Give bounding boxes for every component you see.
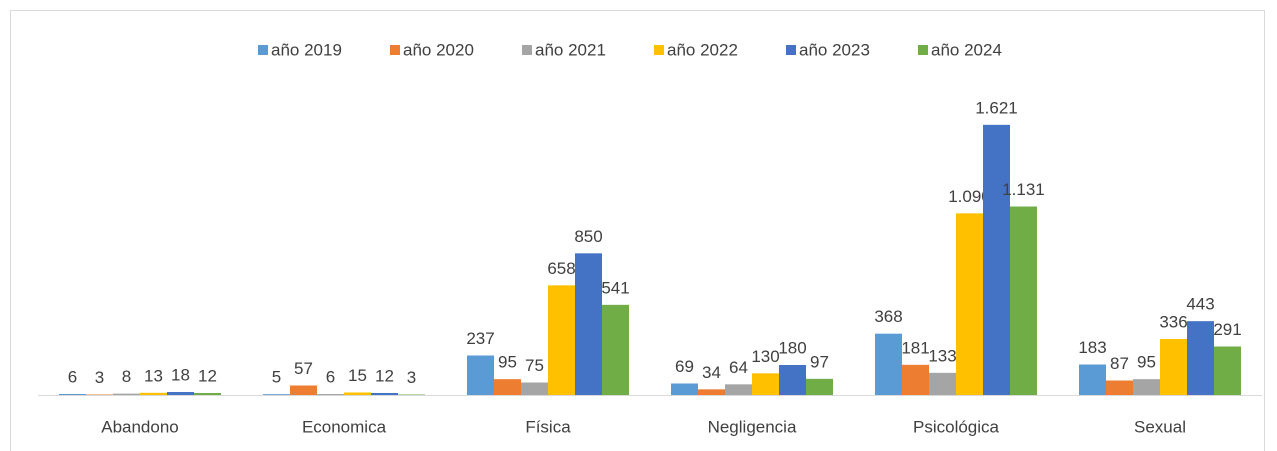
- bar: [167, 392, 194, 395]
- bar: [1010, 206, 1037, 395]
- value-label: 183: [1078, 338, 1106, 357]
- bar: [575, 253, 602, 395]
- bar: [956, 213, 983, 395]
- bar: [725, 384, 752, 395]
- bar: [59, 394, 86, 395]
- legend-swatch: [918, 45, 928, 55]
- value-label: 237: [466, 329, 494, 348]
- value-label: 291: [1213, 320, 1241, 339]
- bar: [806, 378, 833, 395]
- value-label: 12: [375, 366, 394, 385]
- value-label: 8: [122, 367, 131, 386]
- legend-label: año 2021: [535, 40, 606, 59]
- legend-swatch: [786, 45, 796, 55]
- value-label: 12: [198, 366, 217, 385]
- bar: [467, 355, 494, 395]
- legend-label: año 2022: [667, 40, 738, 59]
- x-tick-label: Física: [525, 417, 571, 436]
- bar: [86, 394, 113, 395]
- value-label: 95: [498, 353, 517, 372]
- x-tick-label: Economica: [302, 417, 387, 436]
- bar: [344, 392, 371, 395]
- bar: [671, 383, 698, 395]
- bar: [1079, 364, 1106, 395]
- value-label: 336: [1159, 312, 1187, 331]
- value-label: 6: [326, 367, 335, 386]
- x-tick-label: Negligencia: [708, 417, 797, 436]
- bar: [1214, 346, 1241, 395]
- legend-swatch: [258, 45, 268, 55]
- legend-label: año 2024: [931, 40, 1002, 59]
- value-label: 6: [68, 367, 77, 386]
- value-label: 34: [702, 363, 721, 382]
- value-label: 13: [144, 366, 163, 385]
- bar: [875, 333, 902, 395]
- legend-label: año 2023: [799, 40, 870, 59]
- bar: [929, 372, 956, 395]
- bar: [602, 304, 629, 395]
- value-label: 1.131: [1002, 180, 1045, 199]
- bar: [398, 394, 425, 395]
- bar: [1187, 321, 1214, 395]
- value-label: 95: [1137, 353, 1156, 372]
- legend-swatch: [654, 45, 664, 55]
- value-label: 75: [525, 356, 544, 375]
- value-label: 541: [601, 278, 629, 297]
- x-tick-label: Sexual: [1134, 417, 1186, 436]
- bar: [779, 365, 806, 395]
- x-tick-label: Psicológica: [913, 417, 1000, 436]
- x-tick-label: Abandono: [101, 417, 179, 436]
- bar: [1106, 380, 1133, 395]
- bar: [698, 389, 725, 395]
- bar: [548, 285, 575, 395]
- value-label: 1.090: [948, 187, 991, 206]
- bar: [752, 373, 779, 395]
- value-label: 18: [171, 365, 190, 384]
- value-label: 850: [574, 227, 602, 246]
- bar: [902, 364, 929, 395]
- chart-frame: [10, 10, 1265, 451]
- bar: [317, 394, 344, 395]
- value-label: 69: [675, 357, 694, 376]
- value-label: 15: [348, 366, 367, 385]
- value-label: 64: [729, 358, 748, 377]
- bar: [1133, 379, 1160, 395]
- legend-swatch: [522, 45, 532, 55]
- value-label: 5: [272, 368, 281, 387]
- bar: [113, 393, 140, 395]
- bar: [1160, 339, 1187, 395]
- value-label: 1.621: [975, 98, 1018, 117]
- bar: [983, 124, 1010, 395]
- legend-swatch: [390, 45, 400, 55]
- value-label: 97: [810, 352, 829, 371]
- value-label: 658: [547, 259, 575, 278]
- value-label: 368: [874, 307, 902, 326]
- bar: [263, 394, 290, 395]
- legend-label: año 2019: [271, 40, 342, 59]
- bar: [494, 379, 521, 395]
- value-label: 443: [1186, 295, 1214, 314]
- value-label: 181: [901, 338, 929, 357]
- bar: [521, 382, 548, 395]
- value-label: 180: [778, 338, 806, 357]
- bar: [140, 392, 167, 395]
- value-label: 3: [407, 368, 416, 387]
- value-label: 133: [928, 346, 956, 365]
- value-label: 87: [1110, 354, 1129, 373]
- bar: [371, 393, 398, 395]
- bar: [194, 393, 221, 395]
- legend-label: año 2020: [403, 40, 474, 59]
- value-label: 3: [95, 368, 104, 387]
- value-label: 130: [751, 347, 779, 366]
- bar: [290, 385, 317, 395]
- value-label: 57: [294, 359, 313, 378]
